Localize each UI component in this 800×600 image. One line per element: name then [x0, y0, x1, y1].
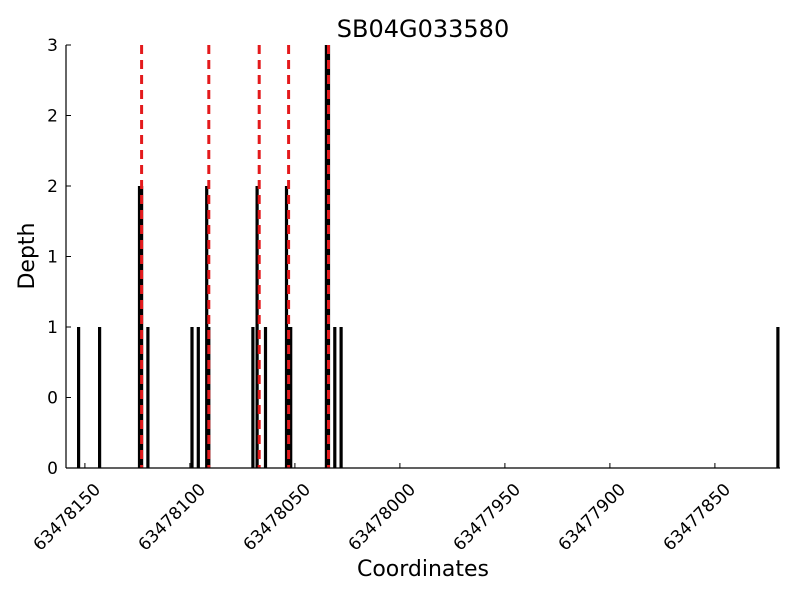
coverage-bar — [776, 327, 780, 468]
y-tick-label: 2 — [47, 107, 58, 127]
y-tick-label: 1 — [47, 318, 58, 338]
x-tick-label: 63478150 — [30, 480, 105, 555]
coverage-bar — [190, 327, 194, 468]
x-tick-label: 63478000 — [345, 480, 420, 555]
coverage-bar — [77, 327, 81, 468]
x-tick-label: 63478100 — [135, 480, 210, 555]
x-tick-label: 63477950 — [450, 480, 525, 555]
y-tick-label: 3 — [47, 36, 58, 56]
y-ticks-layer: 0 0 1 1 2 2 3 — [47, 36, 71, 479]
y-tick-label: 1 — [47, 248, 58, 268]
coverage-bar — [146, 327, 150, 468]
coverage-bar — [196, 327, 200, 468]
coverage-bar — [140, 186, 144, 468]
coverage-bar — [98, 327, 102, 468]
x-axis-label: Coordinates — [357, 557, 489, 582]
coverage-bar — [137, 186, 142, 468]
bars-layer — [77, 45, 780, 468]
y-tick-label: 0 — [47, 459, 58, 479]
x-tick-label: 63477850 — [660, 480, 735, 555]
coverage-bar — [205, 186, 209, 468]
coverage-bar — [324, 45, 328, 468]
markers-layer — [140, 45, 330, 468]
coverage-bar — [333, 327, 337, 468]
x-tick-label: 63477900 — [555, 480, 630, 555]
chart-title: SB04G033580 — [337, 15, 509, 43]
coverage-bar — [284, 186, 289, 468]
x-tick-label: 63478050 — [240, 480, 315, 555]
axes-layer — [65, 45, 780, 469]
y-axis-label: Depth — [15, 222, 40, 289]
coverage-bar — [263, 327, 268, 468]
coverage-bar — [255, 186, 259, 468]
y-tick-label: 2 — [47, 177, 58, 197]
x-ticks-layer: 63478150 63478100 63478050 63478000 63477950… — [30, 463, 735, 555]
coverage-bar — [251, 327, 255, 468]
coverage-bar — [339, 327, 343, 468]
coverage-bar — [289, 327, 293, 468]
y-tick-label: 0 — [47, 389, 58, 409]
